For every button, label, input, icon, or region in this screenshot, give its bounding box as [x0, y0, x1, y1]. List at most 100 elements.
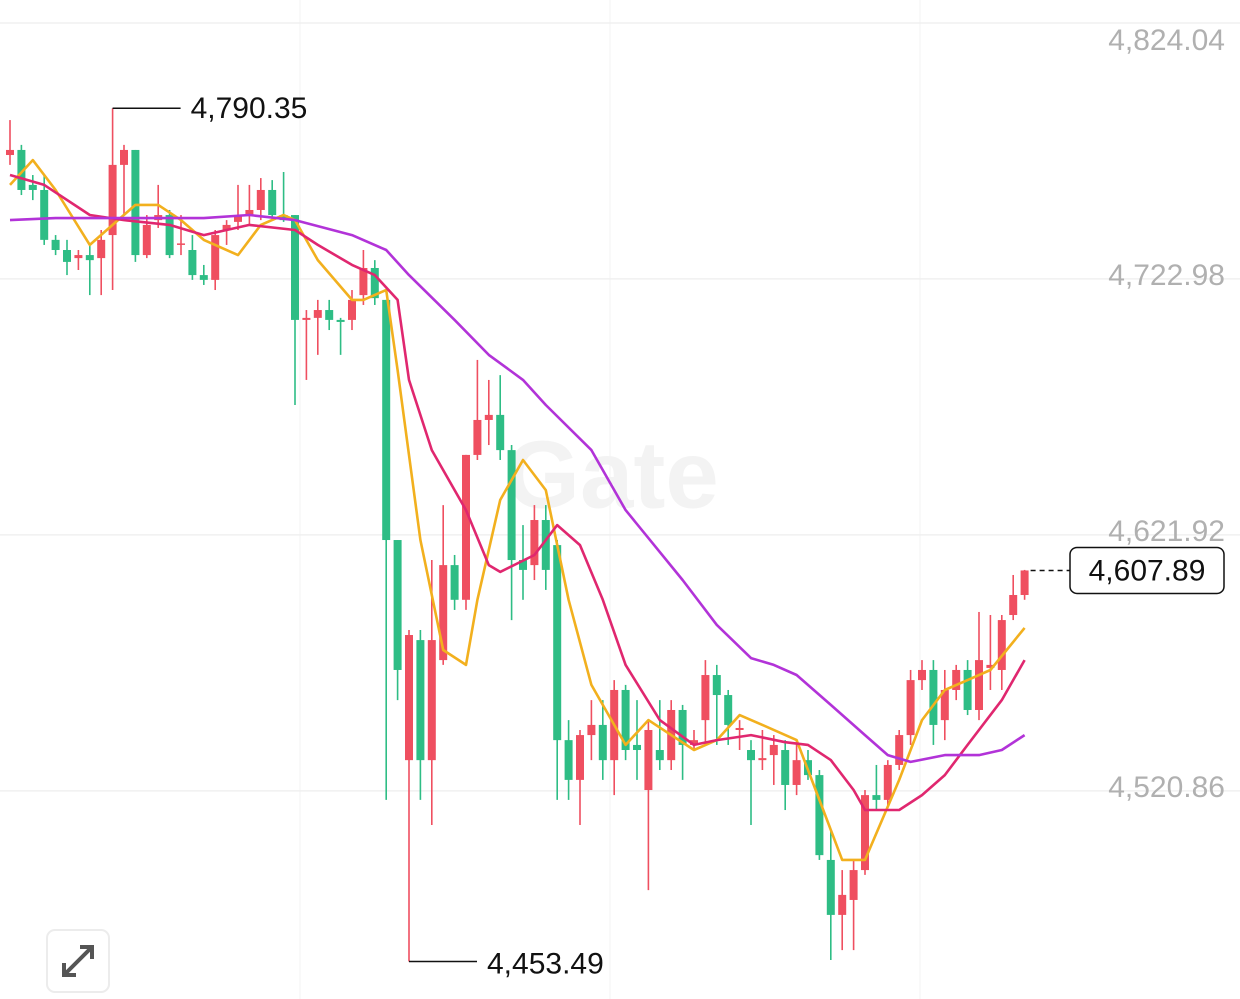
- candle-body: [211, 235, 220, 280]
- candle-body: [678, 709, 687, 745]
- candle-body: [462, 454, 470, 600]
- candle-body: [849, 870, 858, 900]
- candle-body: [85, 255, 94, 261]
- candle-body: [872, 795, 881, 800]
- candle-body: [1020, 570, 1029, 595]
- candle-body: [826, 859, 835, 915]
- candle-body: [405, 635, 413, 761]
- candle-body: [815, 775, 824, 856]
- candle-body: [142, 224, 151, 256]
- candle-body: [28, 184, 37, 190]
- candle-body: [758, 758, 767, 761]
- candle-body: [484, 414, 493, 420]
- candle-body: [63, 250, 71, 262]
- candle-body: [712, 675, 721, 696]
- candle-body: [97, 239, 106, 259]
- y-tick-label: 4,722.98: [1108, 259, 1225, 292]
- candle-body: [268, 189, 277, 216]
- last-price-box: [1069, 546, 1225, 595]
- candle-body: [895, 735, 904, 765]
- candle-body: [883, 764, 892, 800]
- candle-body: [530, 520, 539, 566]
- candle-body: [690, 740, 698, 745]
- candles: [6, 108, 1029, 962]
- y-tick-label: 4,824.04: [1108, 24, 1225, 57]
- candle-body: [348, 299, 356, 320]
- watermark: Gate: [505, 421, 718, 528]
- candle-body: [701, 675, 710, 721]
- candle-body: [40, 189, 49, 240]
- candle-body: [473, 419, 482, 455]
- candle-body: [507, 450, 516, 561]
- candle-body: [633, 744, 641, 751]
- candle-body: [222, 224, 231, 230]
- candle-body: [952, 669, 961, 690]
- candle-body: [313, 310, 322, 318]
- candle-body: [302, 317, 311, 320]
- y-tick-label: 4,621.92: [1108, 515, 1225, 548]
- candle-body: [325, 310, 334, 320]
- last-price-label: 4,607.89: [1089, 554, 1206, 587]
- candle-body: [621, 689, 630, 751]
- candle-body: [918, 669, 926, 681]
- expand-icon[interactable]: [62, 945, 94, 977]
- candle-body: [519, 560, 527, 570]
- candle-body: [781, 750, 790, 785]
- candle-body: [929, 669, 938, 725]
- candle-body: [598, 724, 607, 761]
- moving-average-line: [9, 173, 1026, 812]
- candle-body: [450, 565, 459, 600]
- expand-button[interactable]: [46, 929, 110, 993]
- candle-body: [6, 149, 14, 156]
- candle-body: [587, 724, 596, 736]
- min-label: 4,453.49: [487, 947, 604, 980]
- candle-body: [747, 750, 755, 761]
- candle-body: [553, 545, 562, 741]
- moving-average-line: [9, 158, 1026, 862]
- y-tick-label: 4,520.86: [1108, 771, 1225, 804]
- candle-body: [838, 894, 847, 915]
- candle-body: [177, 243, 185, 245]
- candle-body: [291, 215, 299, 320]
- candle-body: [336, 319, 345, 322]
- candle-body: [188, 250, 197, 276]
- candle-body: [1009, 594, 1018, 616]
- candle-body: [245, 209, 254, 216]
- candle-body: [541, 520, 550, 570]
- candle-body: [940, 689, 949, 721]
- candle-body: [975, 660, 983, 710]
- vertical-grid: [299, 0, 921, 999]
- candle-body: [906, 680, 915, 736]
- max-label: 4,790.35: [191, 92, 308, 125]
- candle-body: [199, 275, 208, 280]
- candle-body: [963, 669, 972, 710]
- candle-body: [165, 215, 174, 256]
- candle-body: [769, 744, 778, 756]
- candle-body: [439, 565, 448, 661]
- candle-body: [108, 164, 117, 236]
- candle-body: [986, 664, 995, 668]
- candle-body: [382, 299, 391, 541]
- candle-body: [51, 239, 60, 251]
- candle-body: [120, 149, 128, 165]
- candle-body: [370, 267, 379, 299]
- candle-body: [724, 695, 733, 725]
- candle-body: [256, 189, 265, 210]
- candle-body: [564, 740, 573, 780]
- candle-body: [861, 795, 869, 871]
- candle-body: [131, 149, 140, 256]
- candle-body: [393, 540, 402, 670]
- candle-body: [997, 620, 1006, 670]
- candle-body: [644, 729, 653, 791]
- candle-body: [655, 750, 664, 761]
- candle-body: [792, 760, 801, 785]
- candle-body: [234, 215, 242, 222]
- candle-body: [359, 267, 368, 296]
- candle-body: [74, 255, 83, 259]
- candle-body: [735, 727, 744, 730]
- candle-body: [17, 149, 26, 190]
- moving-average-line: [9, 213, 1026, 764]
- candle-body: [416, 640, 425, 761]
- candle-body: [576, 735, 584, 780]
